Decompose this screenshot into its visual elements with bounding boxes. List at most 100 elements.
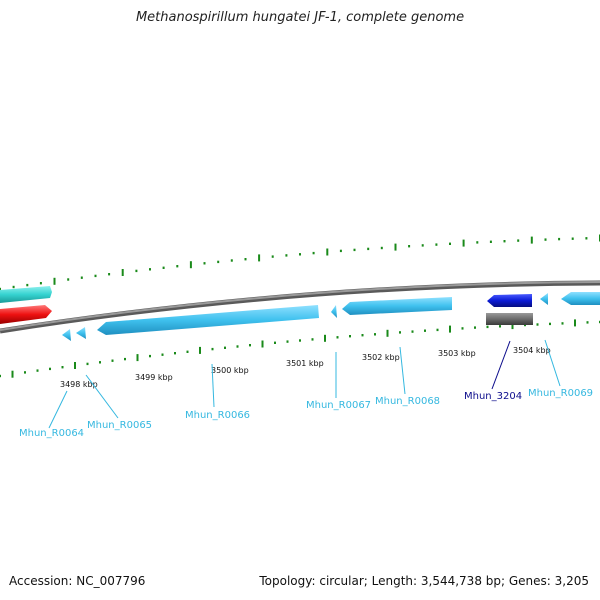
map-title: Methanospirillum hungatei JF-1, complete… [135, 10, 465, 25]
inner-minor-tick [424, 329, 426, 332]
outer-minor-tick [571, 237, 574, 240]
outer-minor-tick [285, 254, 288, 257]
outer-minor-tick [517, 239, 520, 242]
outer-minor-tick [299, 253, 301, 256]
inner-major-tick [11, 370, 14, 378]
inner-minor-tick [224, 346, 226, 349]
inner-minor-tick [336, 336, 339, 339]
outer-minor-tick [0, 287, 1, 291]
outer-minor-tick [94, 274, 97, 278]
inner-minor-tick [561, 322, 564, 325]
gene-arrow-r0069 [540, 293, 548, 305]
outer-minor-tick [108, 273, 111, 276]
outer-minor-tick [67, 278, 70, 281]
outer-minor-tick [135, 269, 138, 273]
inner-major-tick [449, 325, 451, 333]
inner-major-tick [261, 340, 264, 348]
genome-summary-text: Topology: circular; Length: 3,544,738 bp… [259, 574, 589, 588]
gene-arrow-r0064 [62, 329, 71, 341]
kbp-label-3501: 3501 kbp [286, 359, 324, 368]
outer-minor-tick [80, 276, 83, 279]
outer-major-tick [326, 248, 329, 256]
inner-major-tick [511, 322, 514, 330]
inner-minor-tick [211, 347, 214, 351]
kbp-label-3499: 3499 kbp [135, 373, 173, 382]
gene-label-r0068[interactable]: Mhun_R0068 [375, 396, 440, 407]
inner-minor-tick [186, 350, 189, 353]
inner-major-tick [386, 329, 389, 337]
leader-mhun-3204 [491, 340, 511, 390]
outer-minor-tick [503, 240, 506, 243]
outer-minor-tick [271, 255, 274, 258]
inner-major-tick [324, 334, 326, 342]
inner-minor-tick [549, 322, 551, 326]
outer-minor-tick [489, 240, 492, 243]
outer-minor-tick [162, 266, 165, 269]
gene-leader-lines [48, 339, 561, 429]
outer-minor-tick [421, 244, 424, 247]
outer-major-tick [394, 243, 397, 251]
leader-r0065 [85, 374, 119, 419]
outer-tick-row [0, 234, 600, 291]
gene-arrow-r0068 [342, 297, 452, 315]
inner-minor-tick [499, 325, 501, 328]
outer-major-tick [258, 254, 261, 262]
outer-minor-tick [380, 246, 383, 250]
outer-minor-tick [149, 268, 151, 271]
outer-minor-tick [217, 260, 220, 264]
outer-minor-tick [230, 259, 233, 262]
red-feature [0, 305, 52, 324]
inner-minor-tick [436, 328, 439, 332]
inner-minor-tick [274, 341, 276, 344]
outer-minor-tick [12, 285, 15, 289]
outer-major-tick [530, 236, 533, 244]
leader-r0069 [544, 339, 561, 387]
inner-minor-tick [461, 327, 464, 330]
inner-major-tick [574, 319, 576, 327]
outer-minor-tick [435, 243, 438, 246]
inner-minor-tick [174, 352, 176, 355]
inner-minor-tick [61, 366, 64, 369]
inner-minor-tick [474, 326, 476, 329]
leader-r0064 [48, 390, 68, 429]
inner-minor-tick [311, 338, 314, 341]
inner-minor-tick [0, 374, 1, 378]
inner-minor-tick [49, 367, 51, 371]
gene-arrow-right-edge [561, 292, 600, 305]
inner-minor-tick [374, 333, 376, 336]
gene-arrow-r0067 [331, 305, 337, 318]
kbp-label-3503: 3503 kbp [438, 349, 476, 358]
gene-label-r0069[interactable]: Mhun_R0069 [528, 388, 593, 399]
gene-label-r0064[interactable]: Mhun_R0064 [19, 428, 84, 439]
kbp-label-3500: 3500 kbp [211, 366, 249, 375]
outer-major-tick [53, 277, 56, 285]
inner-minor-tick [111, 359, 114, 362]
inner-minor-tick [124, 357, 126, 361]
grey-feature [486, 313, 533, 325]
outer-minor-tick [367, 247, 370, 251]
genome-backbone [0, 280, 600, 334]
inner-minor-tick [399, 331, 401, 334]
outer-major-tick [462, 239, 465, 247]
outer-minor-tick [353, 248, 356, 252]
inner-tick-row [0, 319, 600, 378]
outer-minor-tick [176, 265, 179, 268]
leader-r0066 [211, 363, 215, 408]
inner-minor-tick [586, 321, 589, 324]
inner-major-tick [136, 354, 139, 362]
gene-label-mhun-3204[interactable]: Mhun_3204 [464, 391, 522, 402]
inner-major-tick [74, 362, 76, 369]
gene-label-r0065[interactable]: Mhun_R0065 [87, 420, 152, 431]
inner-minor-tick [86, 362, 89, 366]
inner-minor-tick [411, 330, 414, 333]
accession-text: Accession: NC_007796 [9, 574, 146, 588]
inner-minor-tick [99, 361, 101, 364]
gene-label-r0066[interactable]: Mhun_R0066 [185, 410, 250, 421]
outer-minor-tick [476, 241, 479, 244]
outer-minor-tick [408, 245, 411, 248]
outer-minor-tick [312, 251, 315, 255]
gene-label-r0067[interactable]: Mhun_R0067 [306, 400, 371, 411]
kbp-label-3504: 3504 kbp [513, 346, 551, 355]
inner-minor-tick [36, 369, 39, 372]
